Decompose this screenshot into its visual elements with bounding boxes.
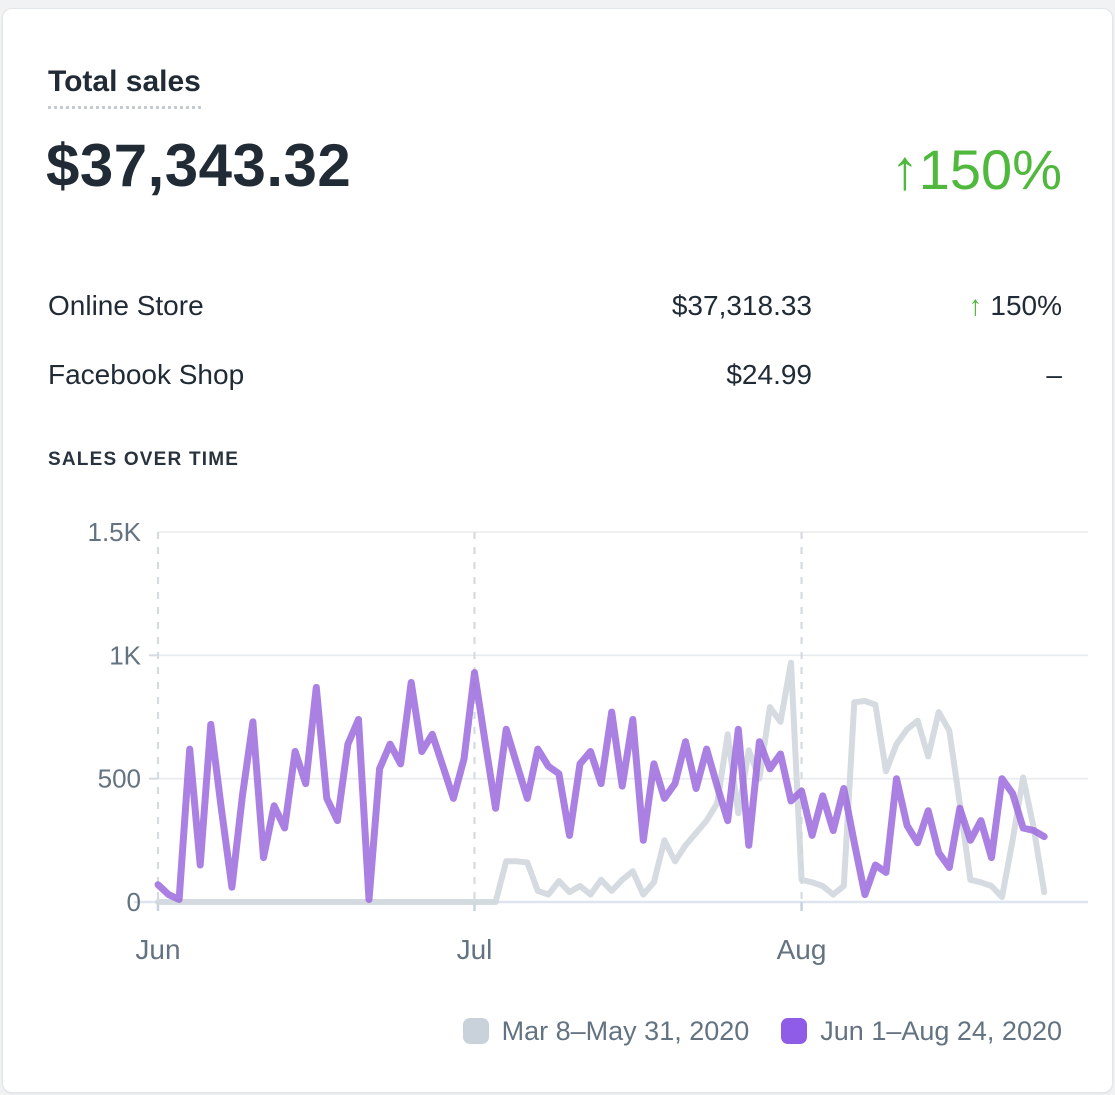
channel-breakdown: Online Store $37,318.33 ↑ 150% Facebook S… xyxy=(48,271,1062,409)
legend-item-previous-period: Mar 8–May 31, 2020 xyxy=(462,1015,750,1047)
svg-text:1K: 1K xyxy=(109,640,141,670)
channel-label: Facebook Shop xyxy=(48,358,245,390)
svg-text:Aug: Aug xyxy=(777,934,827,965)
sales-over-time-chart[interactable]: 0 500 1K 1.5K Jun Jul Aug xyxy=(3,509,1115,979)
svg-text:Jul: Jul xyxy=(457,934,493,965)
channel-value: $24.99 xyxy=(726,358,812,390)
total-delta-percent: 150% xyxy=(918,138,1062,201)
total-sales-value: $37,343.32 xyxy=(46,132,352,199)
channel-delta-percent: 150% xyxy=(990,289,1062,321)
legend-label: Jun 1–Aug 24, 2020 xyxy=(820,1015,1062,1046)
total-sales-delta: ↑150% xyxy=(891,137,1062,202)
current-period-swatch-icon xyxy=(781,1018,808,1044)
legend-item-current-period: Jun 1–Aug 24, 2020 xyxy=(781,1016,1062,1047)
up-arrow-icon: ↑ xyxy=(968,289,983,321)
up-arrow-icon: ↑ xyxy=(890,138,919,201)
table-row: Facebook Shop $24.99 – xyxy=(48,340,1062,409)
channel-label: Online Store xyxy=(48,289,204,321)
channel-value: $37,318.33 xyxy=(671,289,812,321)
channel-delta: – xyxy=(1046,358,1062,390)
table-row: Online Store $37,318.33 ↑ 150% xyxy=(48,271,1062,340)
svg-text:1.5K: 1.5K xyxy=(88,517,142,547)
total-sales-card: Total sales $37,343.32 ↑150% Online Stor… xyxy=(2,8,1113,1093)
chart-legend: Mar 8–May 31, 2020 Jun 1–Aug 24, 2020 xyxy=(462,1009,1062,1053)
channel-delta: ↑ 150% xyxy=(968,290,1062,322)
svg-text:500: 500 xyxy=(98,764,141,794)
previous-period-swatch-icon xyxy=(462,1018,489,1044)
card-title[interactable]: Total sales xyxy=(48,65,201,109)
svg-text:Jun: Jun xyxy=(135,934,180,965)
svg-text:0: 0 xyxy=(127,887,141,917)
legend-label: Mar 8–May 31, 2020 xyxy=(501,1015,750,1046)
section-title: SALES OVER TIME xyxy=(48,449,240,470)
